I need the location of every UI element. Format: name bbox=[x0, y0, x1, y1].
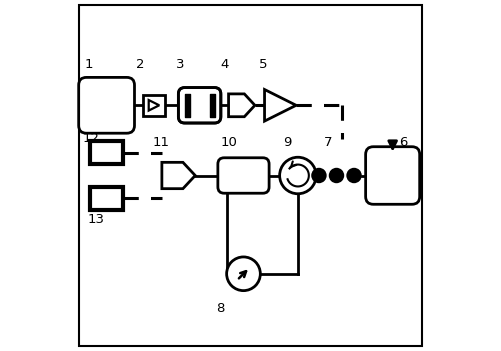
FancyBboxPatch shape bbox=[79, 78, 134, 133]
Text: 11: 11 bbox=[152, 135, 169, 149]
Circle shape bbox=[311, 168, 327, 183]
Text: 9: 9 bbox=[283, 135, 292, 149]
Polygon shape bbox=[162, 162, 195, 189]
Bar bbox=[143, 95, 164, 116]
Text: 4: 4 bbox=[220, 58, 228, 72]
Polygon shape bbox=[265, 90, 296, 121]
Text: 7: 7 bbox=[324, 135, 332, 149]
FancyBboxPatch shape bbox=[218, 158, 269, 193]
Text: 2: 2 bbox=[136, 58, 144, 72]
FancyBboxPatch shape bbox=[178, 87, 221, 123]
Text: 8: 8 bbox=[216, 302, 225, 316]
Text: 10: 10 bbox=[221, 135, 238, 149]
Text: 13: 13 bbox=[88, 213, 105, 226]
Circle shape bbox=[346, 168, 362, 183]
Circle shape bbox=[280, 157, 316, 194]
FancyBboxPatch shape bbox=[366, 147, 420, 204]
Text: 12: 12 bbox=[82, 132, 99, 145]
Bar bbox=[90, 187, 123, 210]
Polygon shape bbox=[149, 100, 159, 111]
Polygon shape bbox=[228, 94, 255, 117]
Text: 6: 6 bbox=[399, 135, 407, 149]
Text: 5: 5 bbox=[259, 58, 267, 72]
Text: 3: 3 bbox=[176, 58, 184, 72]
Text: 1: 1 bbox=[85, 58, 93, 72]
Circle shape bbox=[226, 257, 261, 291]
Bar bbox=[90, 141, 123, 164]
Circle shape bbox=[329, 168, 344, 183]
